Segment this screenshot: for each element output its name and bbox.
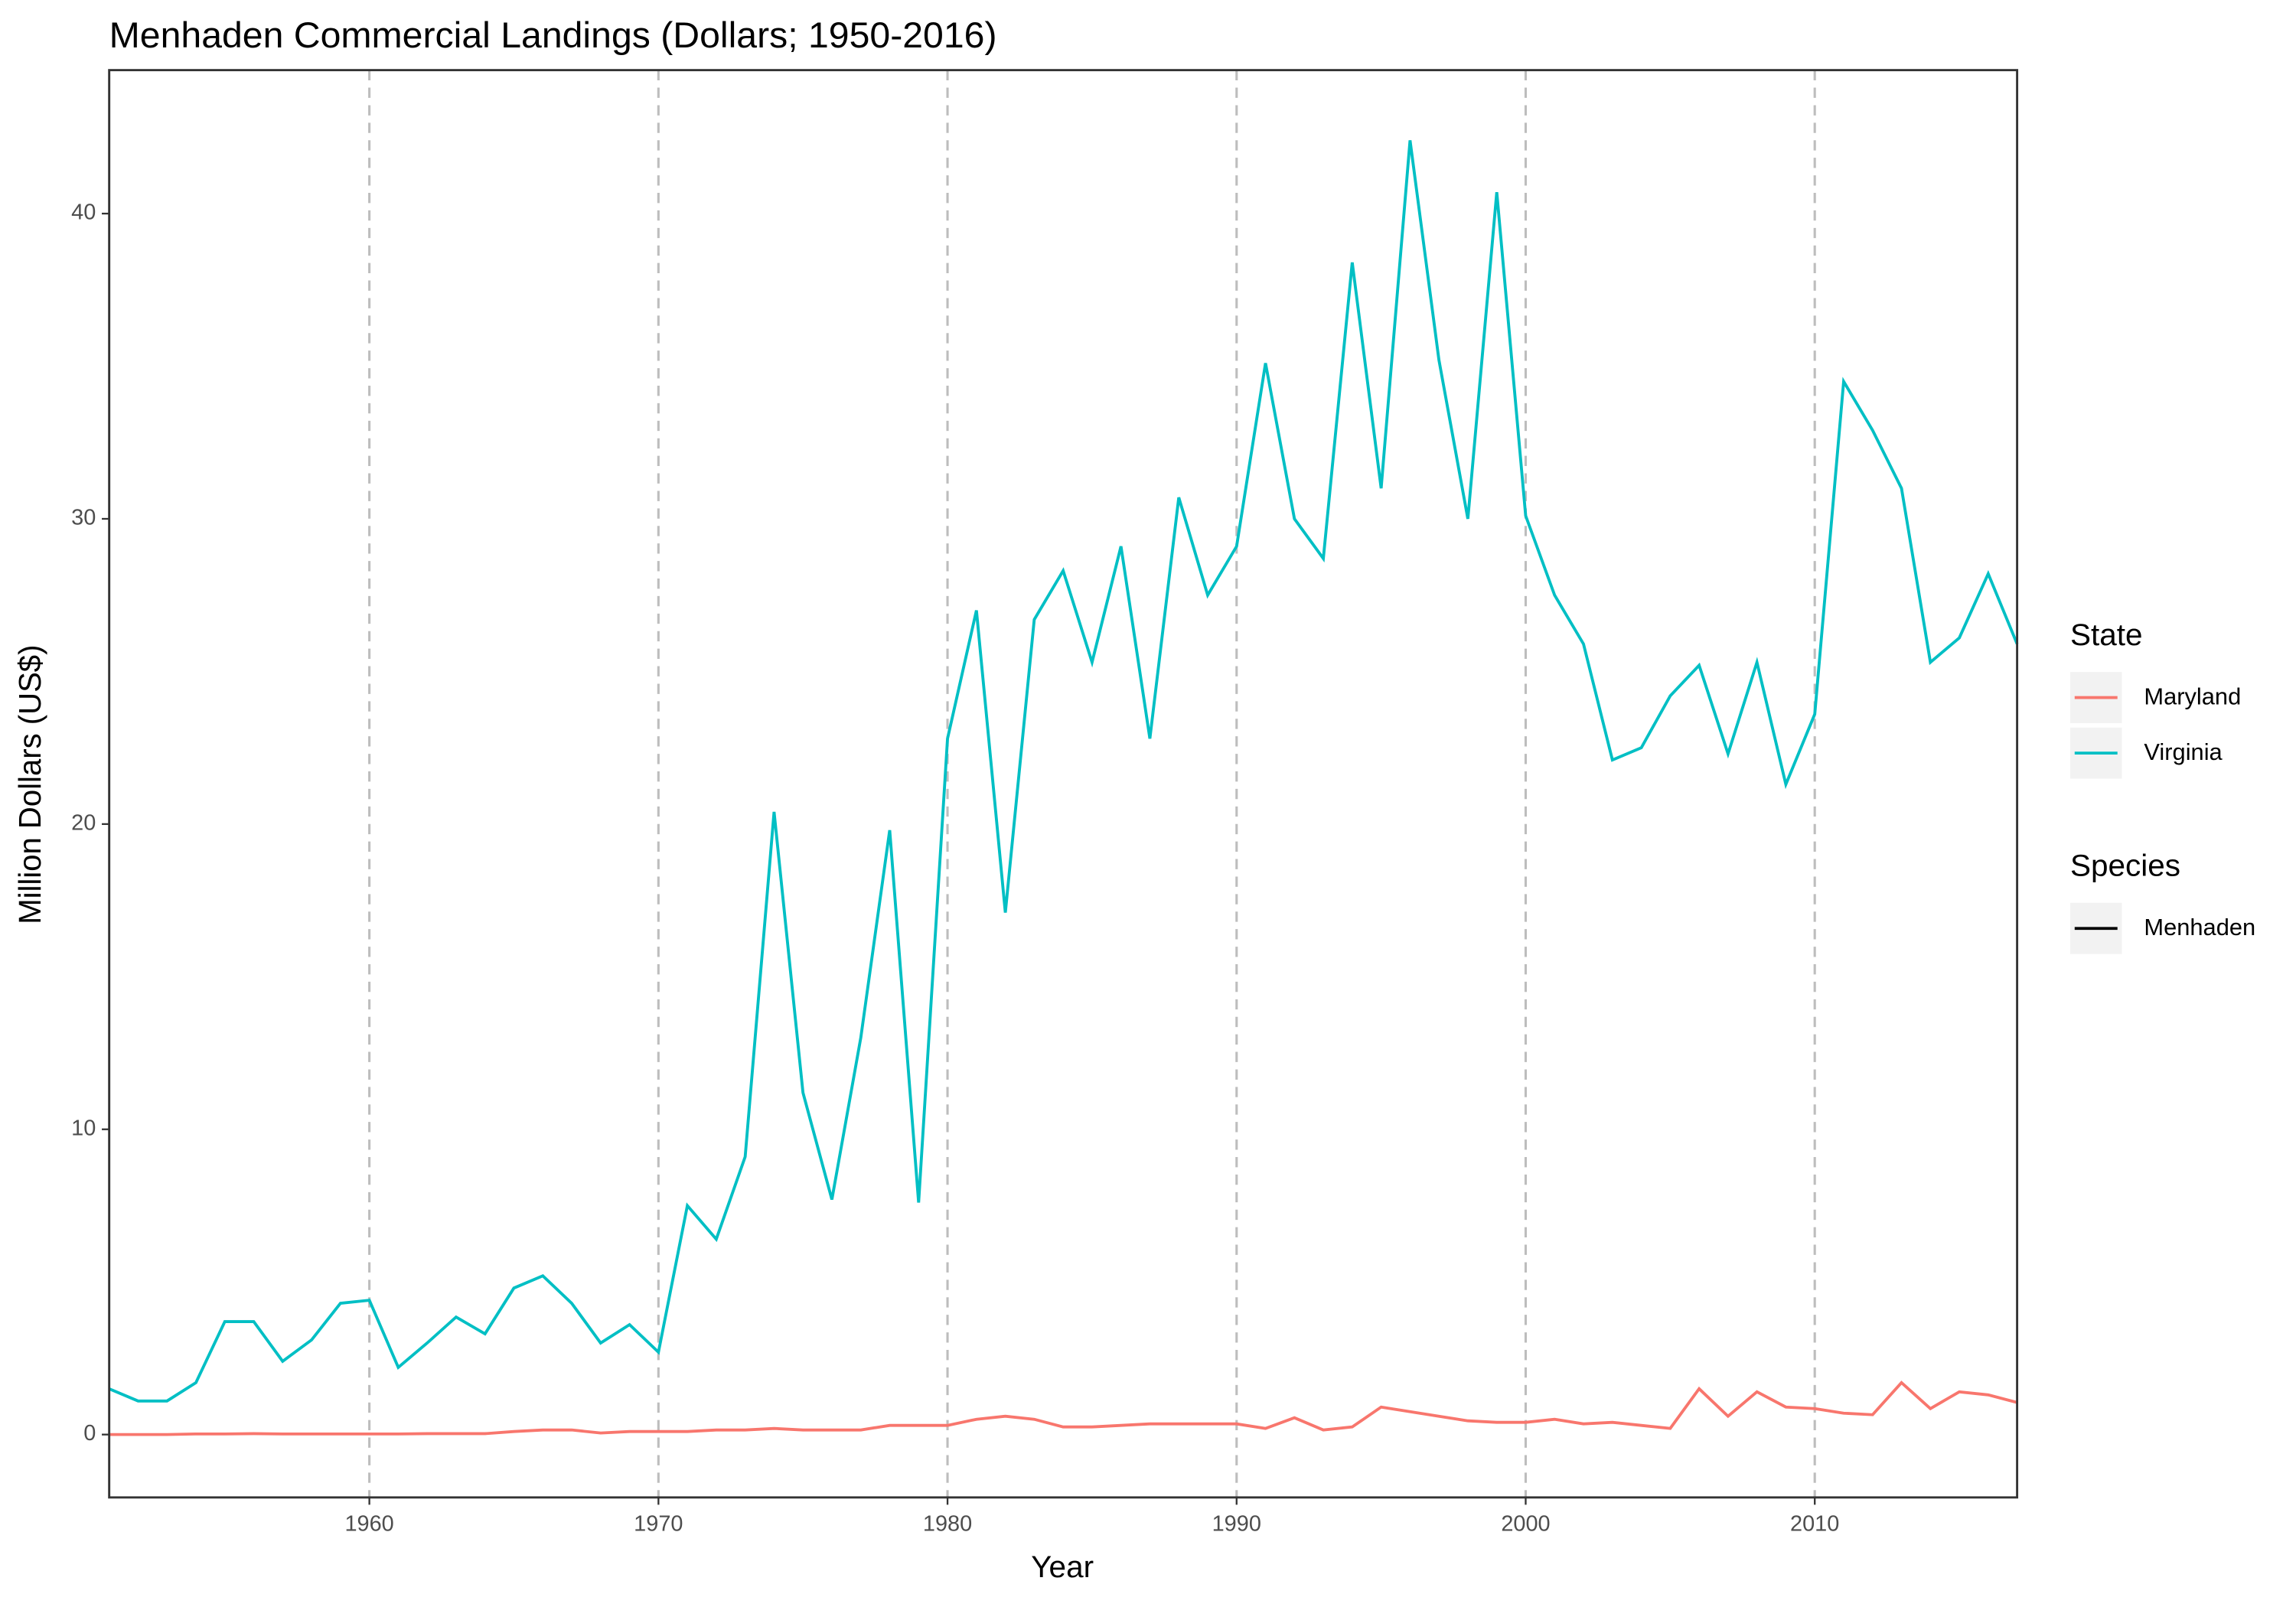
x-tick-label: 2010: [1790, 1512, 1839, 1537]
legend-label: Virginia: [2144, 738, 2223, 765]
legend-label: Maryland: [2144, 683, 2241, 710]
x-tick-label: 1960: [344, 1512, 393, 1537]
x-axis-title: Year: [1031, 1550, 1094, 1584]
y-tick-label: 20: [71, 811, 96, 836]
series-line: [109, 1380, 2018, 1436]
series-line: [108, 140, 2019, 1403]
plot-background: [109, 70, 2017, 1498]
legend-title: Species: [2070, 849, 2180, 883]
chart-title: Menhaden Commercial Landings (Dollars; 1…: [109, 15, 997, 56]
y-axis-title: Million Dollars (US$): [13, 645, 47, 924]
x-tick-label: 1980: [923, 1512, 972, 1537]
y-tick-label: 0: [83, 1421, 96, 1446]
y-tick-label: 40: [71, 200, 96, 225]
legend-title: State: [2070, 618, 2143, 652]
legend-label: Menhaden: [2144, 914, 2255, 940]
x-tick-label: 2000: [1501, 1512, 1550, 1537]
x-tick-label: 1970: [634, 1512, 683, 1537]
y-tick-label: 30: [71, 506, 96, 530]
x-tick-label: 1990: [1212, 1512, 1261, 1537]
y-tick-label: 10: [71, 1116, 96, 1140]
plot-border: [108, 69, 2019, 1499]
